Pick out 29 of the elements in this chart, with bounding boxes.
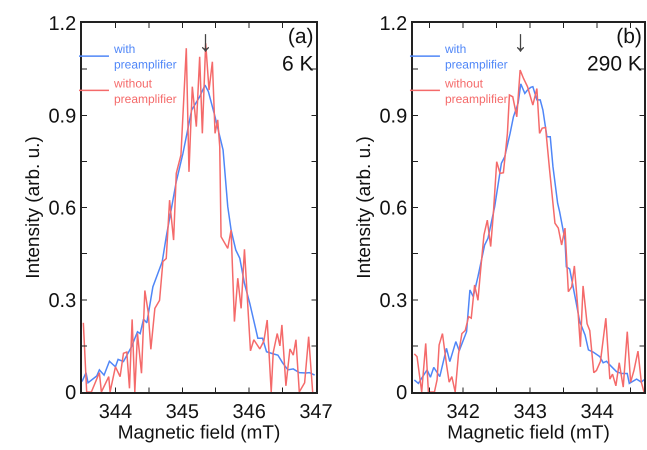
legend-label: with preamplifier [444,42,508,72]
y-tick-label: 0.9 [379,105,408,128]
legend-label: without preamplifier [112,76,177,106]
x-axis-title: Magnetic field (mT) [118,422,280,444]
y-tick-label: 0 [65,382,76,404]
annotation: ↓ [198,25,213,58]
x-tick-label: 345 [166,400,199,423]
legend-label: with preamplifier [112,42,177,72]
annotation: ↓ [513,25,528,58]
x-tick-label: 342 [446,400,480,423]
y-tick-label: 1.2 [379,13,408,35]
y-tick-label: 0.6 [48,198,76,220]
annotation: (a) 6 K [282,25,314,76]
y-axis-title: Intensity (arb. u.) [22,136,44,279]
annotation: (b) 290 K [587,25,642,76]
y-tick-label: 0.3 [48,290,76,312]
y-tick-label: 1.2 [48,13,76,35]
x-tick-label: 343 [513,400,547,423]
y-axis-title: Intensity (arb. u.) [354,136,375,279]
y-tick-label: 0.3 [379,290,408,312]
x-axis-title: Magnetic field (mT) [447,422,610,444]
y-tick-label: 0 [396,382,408,404]
x-tick-label: 346 [232,400,266,423]
y-tick-label: 0.6 [379,198,408,220]
y-tick-label: 0.9 [48,105,76,128]
x-tick-label: 344 [580,400,614,423]
legend-label: without preamplifier [444,76,508,106]
x-tick-label: 347 [299,400,333,423]
x-tick-label: 344 [98,400,132,423]
